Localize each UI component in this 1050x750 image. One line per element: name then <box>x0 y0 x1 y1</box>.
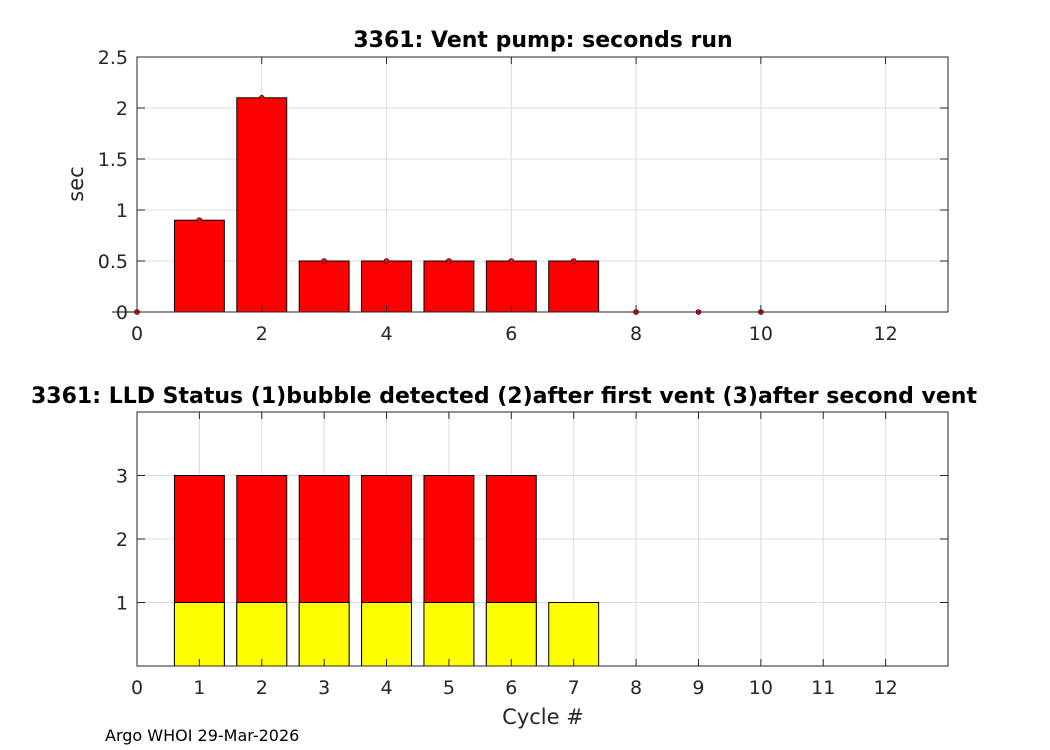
y-tick-label: 1.5 <box>98 149 128 171</box>
y-tick-label: 2 <box>116 529 128 551</box>
bar <box>361 602 412 667</box>
x-tick-label: 11 <box>811 677 835 699</box>
x-tick-label: 7 <box>568 677 580 699</box>
bar <box>173 602 225 667</box>
x-tick-label: 3 <box>318 677 330 699</box>
bars <box>112 97 786 313</box>
data-point <box>258 95 265 101</box>
bar <box>236 97 288 313</box>
bar <box>548 602 600 667</box>
x-tick-label: 4 <box>380 323 392 345</box>
y-tick-label: 3 <box>116 466 128 488</box>
y-tick-label: 0.5 <box>98 251 128 273</box>
bar <box>548 260 600 313</box>
x-tick-label: 8 <box>630 323 642 345</box>
x-axis-label: Cycle # <box>502 705 584 729</box>
data-point <box>196 217 203 223</box>
data-point <box>383 258 390 264</box>
bar <box>423 602 475 667</box>
bar <box>173 219 225 313</box>
bar <box>298 260 350 313</box>
footer-text: Argo WHOI 29-Mar-2026 <box>105 726 299 745</box>
bar <box>361 260 412 313</box>
x-tick-label: 2 <box>256 323 268 345</box>
x-tick-label: 12 <box>874 677 898 699</box>
data-point <box>508 258 515 264</box>
bars <box>173 475 600 667</box>
chart-title: 3361: Vent pump: seconds run <box>353 28 732 53</box>
y-axis-label: sec <box>64 166 88 201</box>
vent-pump-chart: 0 2 4 6 8 10 12 0 0.5 1 1.5 2 2.5 3361: Vent pump: s… <box>64 28 949 345</box>
y-tick-label: 2.5 <box>98 47 128 69</box>
y-tick-label: 1 <box>116 593 128 615</box>
ticks: 0 2 4 6 8 10 12 0 0.5 1 1.5 2 2.5 <box>98 47 948 345</box>
x-tick-label: 5 <box>443 677 455 699</box>
y-tick-label: 1 <box>116 200 128 222</box>
x-tick-label: 12 <box>874 323 898 345</box>
bar <box>485 260 537 313</box>
bar <box>485 602 537 667</box>
data-point <box>321 258 327 264</box>
x-tick-label: 10 <box>749 323 773 345</box>
x-tick-label: 0 <box>131 677 143 699</box>
x-tick-label: 10 <box>749 677 773 699</box>
x-tick-label: 6 <box>505 677 517 699</box>
axes-box <box>136 56 949 313</box>
chart-title: 3361: LLD Status (1)bubble detected (2)a… <box>31 384 977 409</box>
x-tick-label: 1 <box>193 677 205 699</box>
x-tick-label: 2 <box>256 677 268 699</box>
bar <box>423 260 475 313</box>
x-tick-label: 6 <box>505 323 517 345</box>
x-tick-label: 4 <box>380 677 392 699</box>
x-tick-label: 8 <box>630 677 642 699</box>
bar <box>298 602 350 667</box>
x-tick-label: 9 <box>692 677 704 699</box>
data-point <box>446 258 452 264</box>
bar <box>236 602 288 667</box>
y-tick-label: 0 <box>116 302 128 324</box>
y-tick-label: 2 <box>116 98 128 120</box>
data-point <box>570 258 577 264</box>
x-tick-label: 0 <box>131 323 143 345</box>
